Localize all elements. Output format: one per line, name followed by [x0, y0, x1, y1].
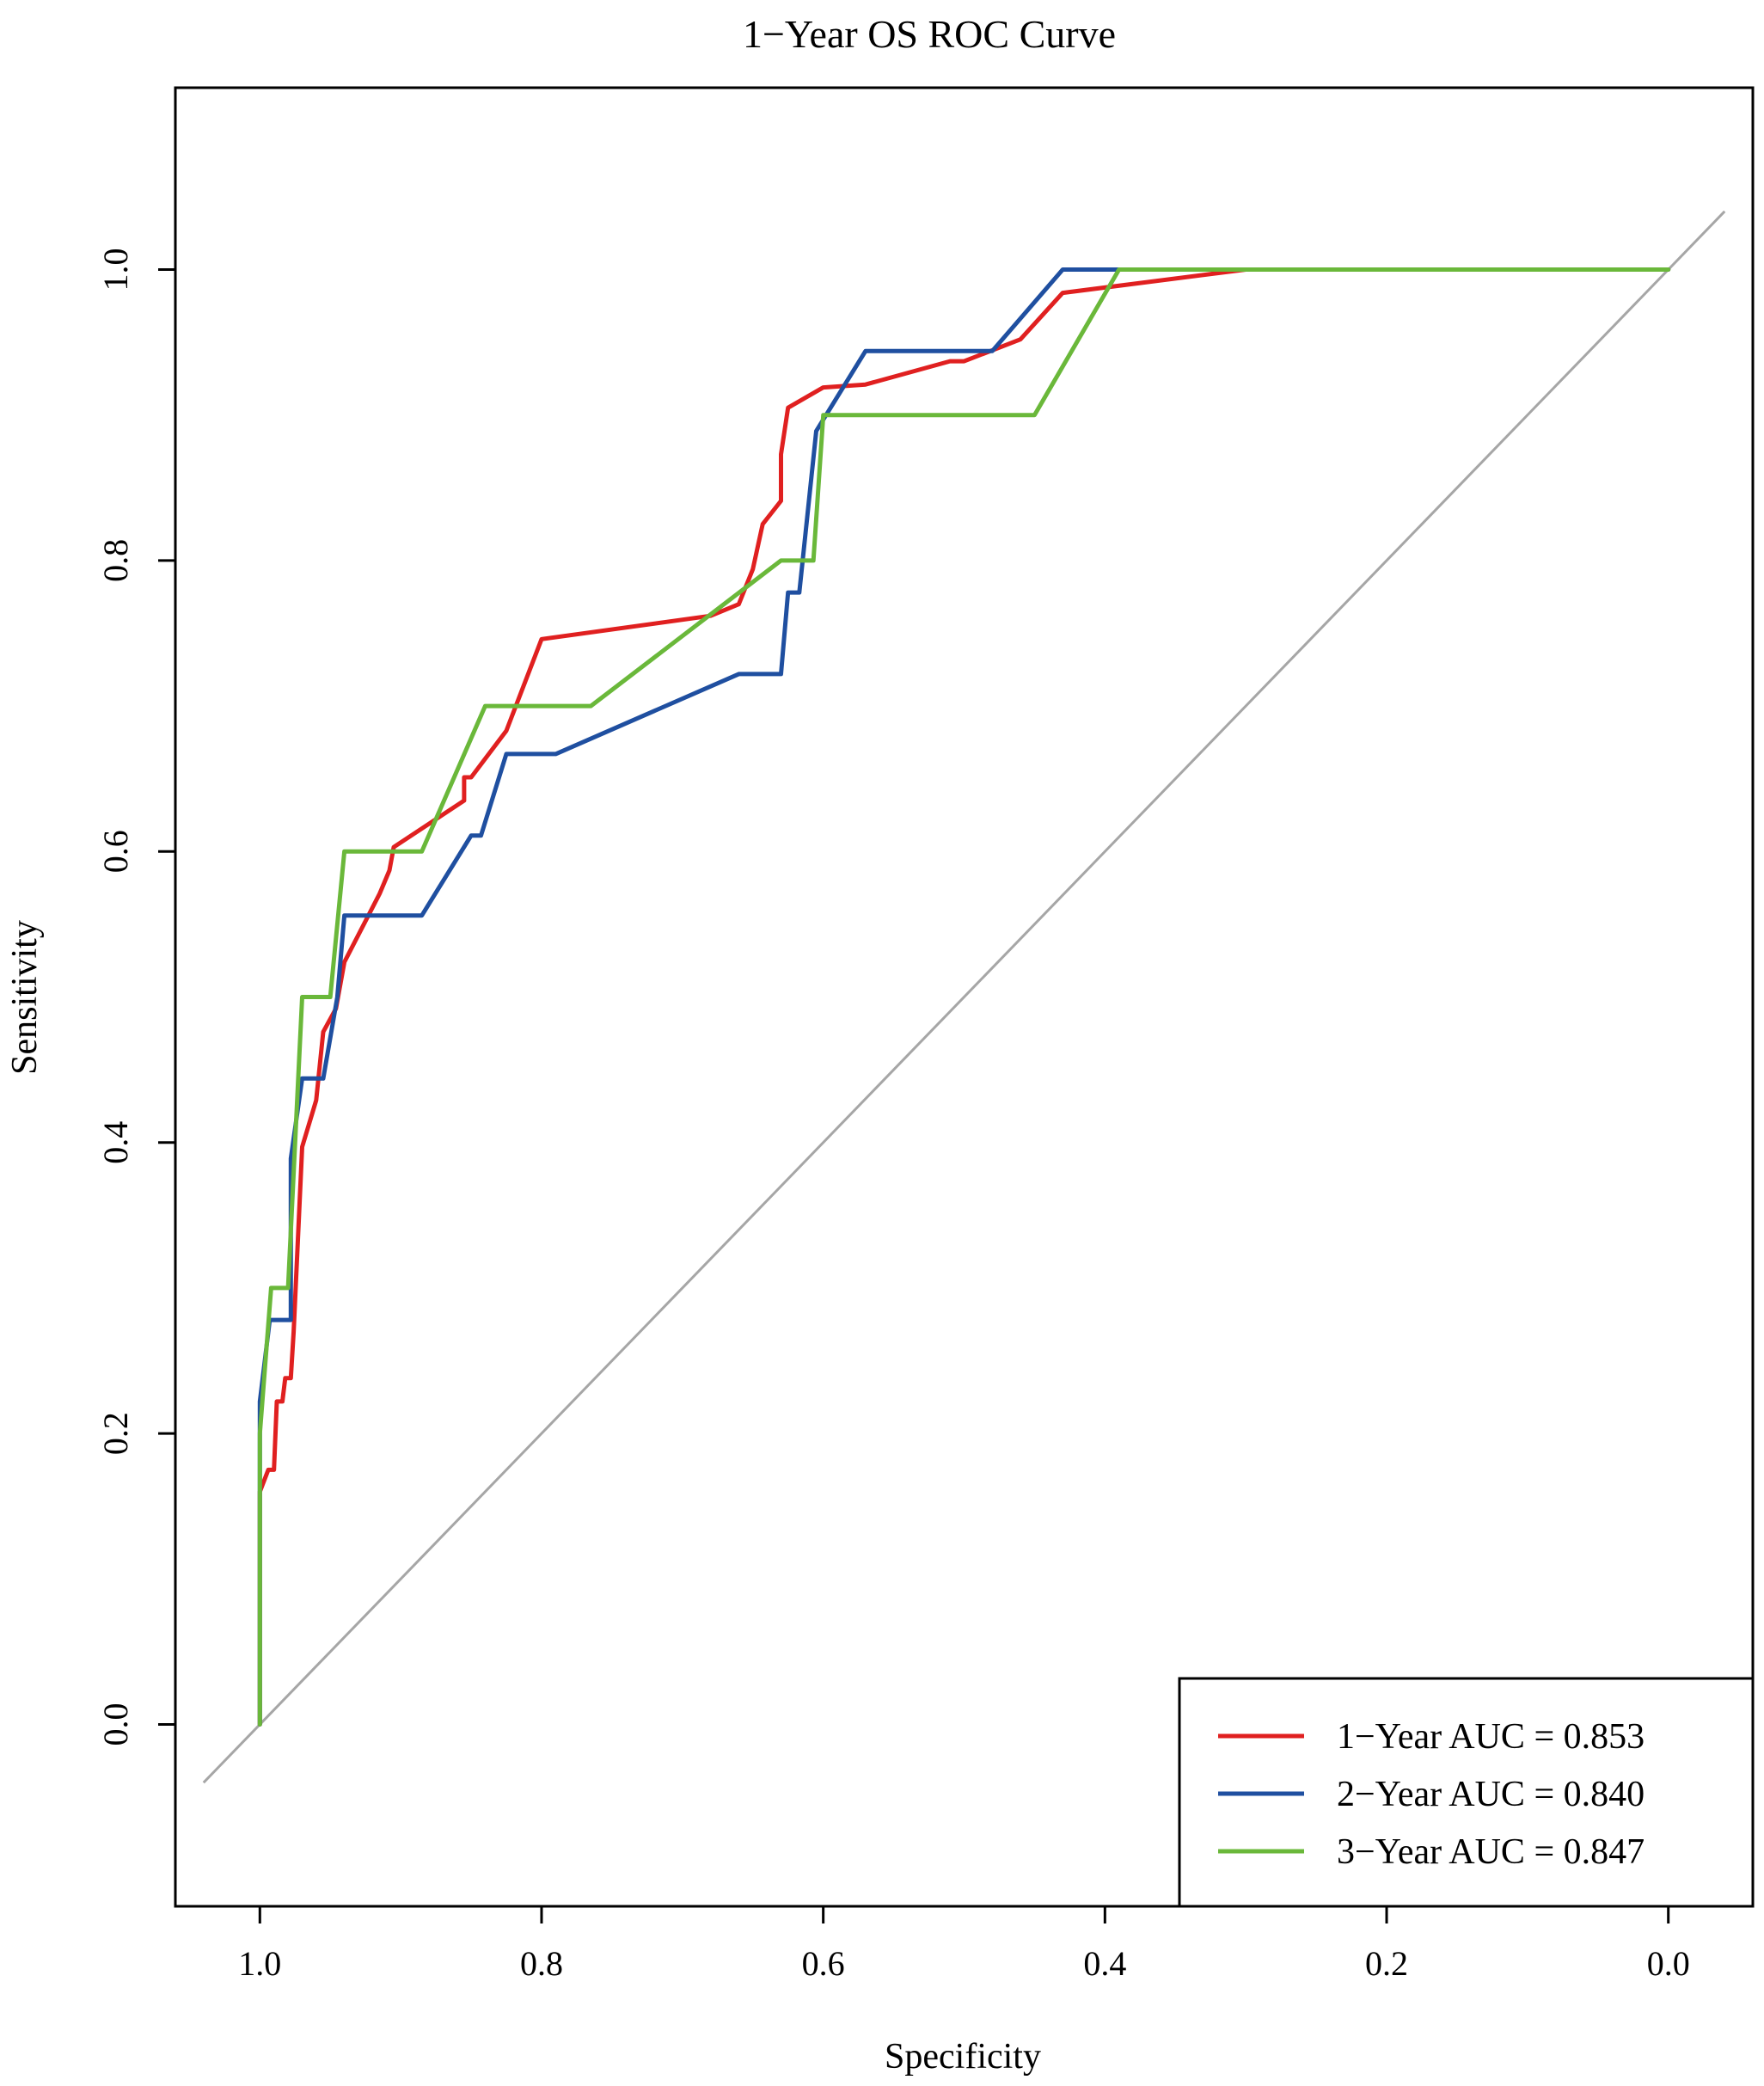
y-tick-label: 0.6 [96, 830, 135, 873]
y-tick-label: 0.0 [96, 1703, 135, 1746]
roc-series-layer [257, 267, 1671, 1727]
y-tick-label: 0.2 [96, 1412, 135, 1455]
x-axis-title: Specificity [885, 2037, 1041, 2077]
y-axis-title: Sensitivity [5, 920, 45, 1075]
x-tick-label: 0.4 [1083, 1944, 1126, 1983]
reference-diagonal-layer [202, 210, 1726, 1784]
legend-label-series-3: 3−Year AUC = 0.847 [1337, 1832, 1645, 1872]
y-tick-label: 0.8 [96, 539, 135, 582]
roc-line-series-1 [257, 267, 1671, 1727]
x-tick-label: 0.2 [1365, 1944, 1408, 1983]
y-tick-label: 1.0 [96, 248, 135, 291]
chart-title: 1−Year OS ROC Curve [743, 12, 1116, 56]
y-axis: 0.0 0.2 0.4 0.6 0.8 1.0 [96, 248, 177, 1746]
x-tick-label: 0.0 [1647, 1944, 1690, 1983]
x-tick-label: 1.0 [238, 1944, 281, 1983]
legend-label-series-2: 2−Year AUC = 0.840 [1337, 1775, 1645, 1814]
x-tick-label: 0.6 [802, 1944, 845, 1983]
reference-diagonal-line [202, 210, 1726, 1784]
x-axis: 1.0 0.8 0.6 0.4 0.2 0.0 [238, 1905, 1690, 1983]
roc-line-series-3 [257, 267, 1671, 1727]
y-tick-label: 0.4 [96, 1121, 135, 1164]
legend-label-series-1: 1−Year AUC = 0.853 [1337, 1717, 1645, 1757]
x-tick-label: 0.8 [520, 1944, 563, 1983]
legend: 1−Year AUC = 0.853 2−Year AUC = 0.840 3−Ye… [1178, 1677, 1755, 1908]
